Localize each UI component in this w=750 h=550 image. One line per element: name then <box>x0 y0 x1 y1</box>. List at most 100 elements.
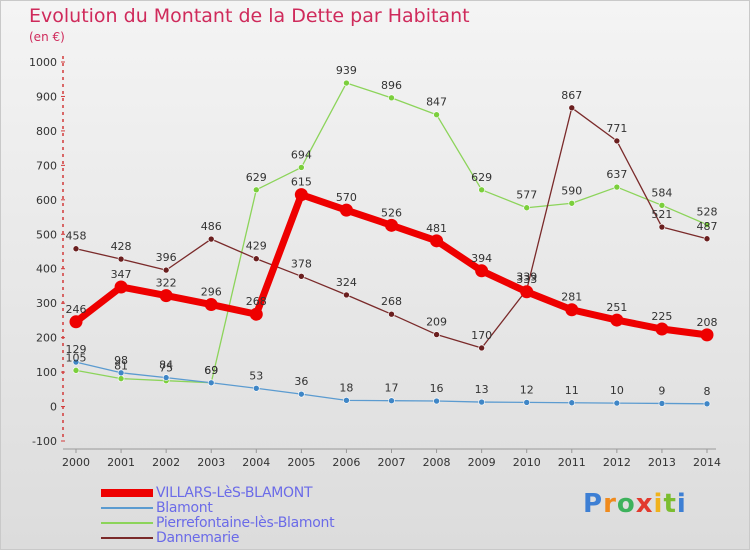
data-point <box>114 280 128 294</box>
x-tick-label: 2002 <box>152 456 180 469</box>
data-label: 521 <box>651 208 672 221</box>
legend-label: VILLARS-LèS-BLAMONT <box>156 485 313 501</box>
data-label: 18 <box>339 381 353 394</box>
logo-letter: r <box>603 489 617 519</box>
data-label: 10 <box>610 384 624 397</box>
data-point <box>117 375 125 382</box>
data-label: 268 <box>381 295 402 308</box>
x-tick-label: 2009 <box>468 456 496 469</box>
data-point <box>613 137 621 145</box>
data-label: 16 <box>430 382 444 395</box>
logo-letter: o <box>616 489 636 519</box>
y-tick-label: 300 <box>36 297 57 310</box>
data-label: 615 <box>291 176 312 189</box>
legend-label: Blamont <box>156 500 213 516</box>
x-tick-label: 2013 <box>648 456 676 469</box>
data-label: 637 <box>606 168 627 181</box>
axes: -100 0 100 200 300 400 500 600 700 800 900 1000 2000… <box>29 56 721 469</box>
data-label: 333 <box>516 273 537 286</box>
y-tick-label: 0 <box>50 401 57 414</box>
data-point <box>343 79 350 87</box>
data-label: 9 <box>658 384 665 397</box>
data-point <box>339 203 353 217</box>
data-point <box>343 397 350 404</box>
logo-letter: t <box>663 489 677 519</box>
data-point <box>69 315 83 329</box>
y-tick-label: -100 <box>32 435 57 448</box>
data-label: 208 <box>697 316 718 329</box>
data-point <box>478 398 485 406</box>
data-label: 584 <box>651 186 672 199</box>
x-tick-label: 2004 <box>242 456 270 469</box>
data-label: 81 <box>114 360 128 373</box>
data-label: 481 <box>426 222 447 235</box>
data-point <box>207 379 215 387</box>
data-label: 528 <box>697 206 718 219</box>
y-tick-label: 1000 <box>29 56 57 69</box>
data-point <box>613 399 621 407</box>
data-label: 486 <box>201 220 222 233</box>
data-label: 526 <box>381 206 402 219</box>
data-label: 12 <box>520 383 534 396</box>
data-label: 281 <box>561 291 582 304</box>
x-tick-label: 2003 <box>197 456 225 469</box>
data-label: 867 <box>561 89 582 102</box>
data-point <box>159 289 173 303</box>
data-point <box>252 255 260 263</box>
data-point <box>655 322 669 336</box>
x-tick-label: 2007 <box>378 456 406 469</box>
data-label: 225 <box>651 310 672 323</box>
data-label: 246 <box>66 303 87 316</box>
legend-swatch <box>101 537 153 539</box>
proxiti-logo: Proxiti <box>583 489 687 519</box>
data-point <box>430 234 444 248</box>
data-label: 939 <box>336 64 357 77</box>
data-point <box>523 399 531 406</box>
data-label: 694 <box>291 148 312 161</box>
x-tick-label: 2014 <box>693 456 721 469</box>
data-point <box>72 358 80 366</box>
data-point <box>298 273 305 280</box>
data-label: 69 <box>204 364 218 377</box>
data-label: 53 <box>249 369 263 382</box>
data-point <box>520 285 534 299</box>
data-label: 570 <box>336 191 357 204</box>
data-label: 487 <box>697 220 718 233</box>
data-label: 396 <box>156 251 177 264</box>
data-point <box>703 221 711 228</box>
chart-title: Evolution du Montant de la Dette par Hab… <box>29 5 470 27</box>
x-tick-label: 2010 <box>513 456 541 469</box>
data-point <box>343 291 350 299</box>
data-label: 629 <box>246 171 267 184</box>
data-label: 577 <box>516 189 537 202</box>
x-tick-label: 2012 <box>603 456 631 469</box>
data-label: 84 <box>159 359 173 372</box>
data-point <box>433 331 440 338</box>
data-point <box>204 298 218 312</box>
data-label: 428 <box>111 240 132 253</box>
data-label: 75 <box>159 362 173 375</box>
data-label: 36 <box>294 375 308 388</box>
x-tick-label: 2011 <box>558 456 586 469</box>
y-tick-label: 900 <box>36 90 57 103</box>
data-label: 170 <box>471 329 492 342</box>
data-point <box>433 111 440 119</box>
data-label: 98 <box>114 354 128 367</box>
data-label: 378 <box>291 257 312 270</box>
data-point <box>700 328 714 342</box>
data-point <box>385 218 398 232</box>
data-label: 11 <box>565 384 579 397</box>
legend-swatch <box>101 489 153 497</box>
data-point <box>72 367 80 374</box>
data-point <box>388 94 395 102</box>
legend-label: Pierrefontaine-lès-Blamont <box>156 515 335 531</box>
data-label: 429 <box>246 240 267 253</box>
legend-swatch <box>101 507 153 509</box>
y-tick-label: 500 <box>36 228 57 241</box>
data-point <box>388 310 395 318</box>
data-label: 268 <box>246 295 267 308</box>
data-label: 8 <box>704 385 711 398</box>
data-point <box>703 235 711 243</box>
data-point <box>117 255 125 263</box>
